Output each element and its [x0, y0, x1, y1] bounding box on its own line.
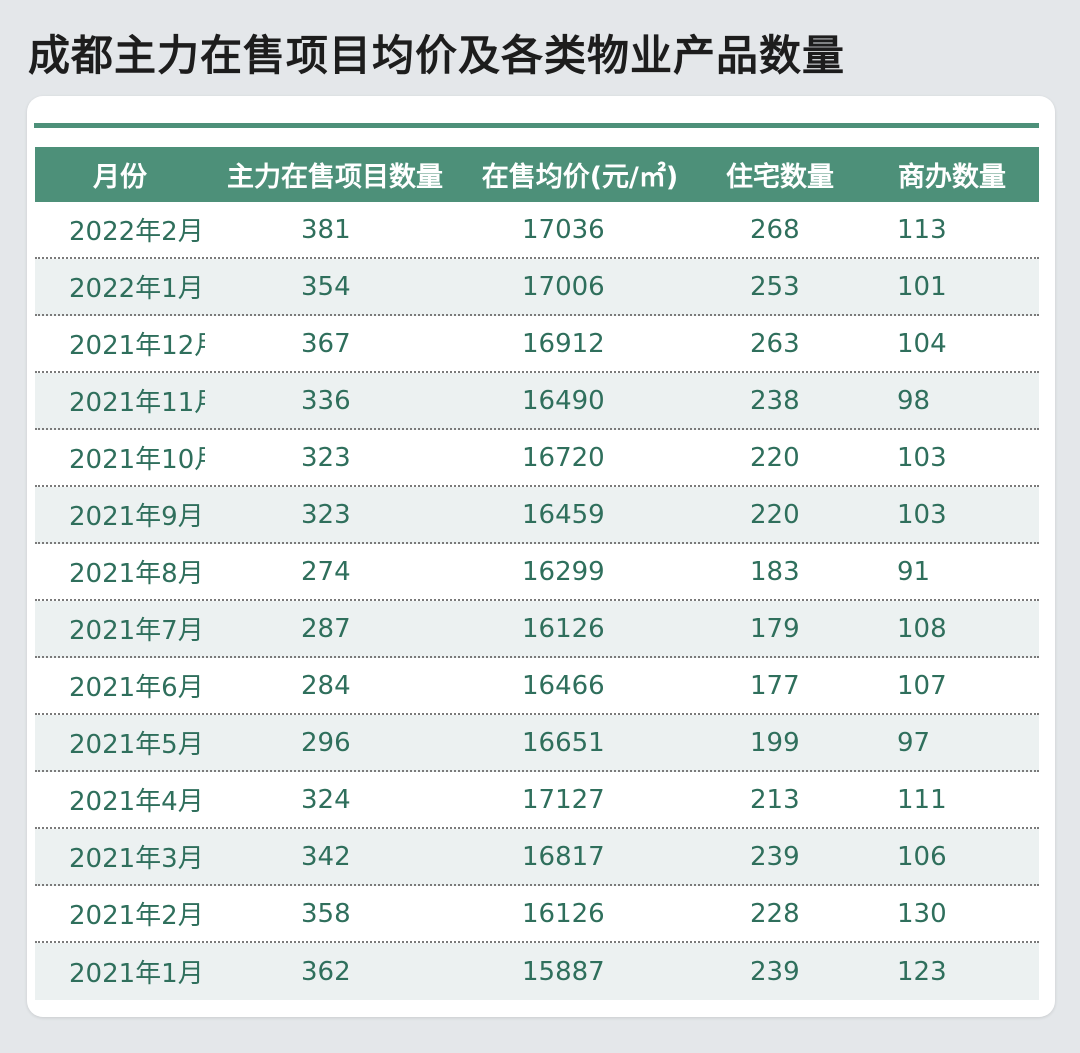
cell-residential-count: 263 [750, 328, 800, 359]
table-row: 2021年6月 284 16466 177 107 [35, 658, 1039, 715]
cell-commercial-count: 111 [897, 784, 947, 815]
cell-main-project-count: 287 [301, 613, 351, 644]
data-table: 月份 主力在售项目数量 在售均价(元/㎡) 住宅数量 商办数量 2022年2月 3… [35, 147, 1039, 1000]
cell-main-project-count: 358 [301, 898, 351, 929]
header-avg-price: 在售均价(元/㎡) [481, 162, 679, 193]
header-residential-count: 住宅数量 [726, 162, 834, 193]
cell-main-project-count: 367 [301, 328, 351, 359]
cell-main-project-count: 284 [301, 670, 351, 701]
cell-commercial-count: 130 [897, 898, 947, 929]
header-month: 月份 [93, 162, 147, 193]
cell-residential-count: 199 [750, 727, 800, 758]
cell-main-project-count: 323 [301, 499, 351, 530]
cell-residential-count: 253 [750, 271, 800, 302]
cell-commercial-count: 104 [897, 328, 947, 359]
table-row: 2022年2月 381 17036 268 113 [35, 202, 1039, 259]
cell-residential-count: 228 [750, 898, 800, 929]
cell-residential-count: 268 [750, 214, 800, 245]
cell-avg-price: 16817 [522, 841, 605, 872]
page-title: 成都主力在售项目均价及各类物业产品数量 [28, 31, 846, 80]
cell-month: 2021年5月 [69, 730, 204, 760]
table-row: 2021年9月 323 16459 220 103 [35, 487, 1039, 544]
cell-commercial-count: 101 [897, 271, 947, 302]
table-card: 月份 主力在售项目数量 在售均价(元/㎡) 住宅数量 商办数量 2022年2月 3… [27, 96, 1055, 1017]
cell-residential-count: 183 [750, 556, 800, 587]
cell-avg-price: 17006 [522, 271, 605, 302]
cell-month: 2021年9月 [69, 502, 204, 532]
cell-commercial-count: 97 [897, 727, 931, 758]
cell-month: 2021年4月 [69, 787, 204, 817]
cell-residential-count: 238 [750, 385, 800, 416]
cell-main-project-count: 362 [301, 956, 351, 987]
divider [34, 123, 1039, 128]
cell-residential-count: 179 [750, 613, 800, 644]
cell-month: 2021年8月 [69, 559, 204, 589]
cell-residential-count: 213 [750, 784, 800, 815]
cell-commercial-count: 107 [897, 670, 947, 701]
cell-main-project-count: 296 [301, 727, 351, 758]
cell-main-project-count: 354 [301, 271, 351, 302]
cell-avg-price: 16299 [522, 556, 605, 587]
cell-avg-price: 16459 [522, 499, 605, 530]
cell-avg-price: 16651 [522, 727, 605, 758]
table-row: 2021年12月 367 16912 263 104 [35, 316, 1039, 373]
cell-avg-price: 17036 [522, 214, 605, 245]
table-row: 2021年1月 362 15887 239 123 [35, 943, 1039, 1000]
cell-month: 2021年1月 [69, 959, 204, 989]
table-row: 2021年3月 342 16817 239 106 [35, 829, 1039, 886]
cell-commercial-count: 103 [897, 499, 947, 530]
table-row: 2021年10月 323 16720 220 103 [35, 430, 1039, 487]
table-row: 2021年8月 274 16299 183 91 [35, 544, 1039, 601]
cell-residential-count: 239 [750, 841, 800, 872]
table-header: 月份 主力在售项目数量 在售均价(元/㎡) 住宅数量 商办数量 [35, 147, 1039, 202]
table-row: 2021年2月 358 16126 228 130 [35, 886, 1039, 943]
cell-avg-price: 16126 [522, 898, 605, 929]
table-row: 2021年11月 336 16490 238 98 [35, 373, 1039, 430]
cell-month: 2022年2月 [69, 217, 204, 247]
cell-avg-price: 16126 [522, 613, 605, 644]
cell-avg-price: 16912 [522, 328, 605, 359]
cell-main-project-count: 342 [301, 841, 351, 872]
table-row: 2021年5月 296 16651 199 97 [35, 715, 1039, 772]
cell-commercial-count: 91 [897, 556, 931, 587]
cell-main-project-count: 323 [301, 442, 351, 473]
cell-residential-count: 239 [750, 956, 800, 987]
cell-month: 2021年12月 [69, 331, 205, 361]
cell-commercial-count: 98 [897, 385, 931, 416]
cell-commercial-count: 103 [897, 442, 947, 473]
cell-month: 2021年2月 [69, 901, 204, 931]
header-main-project-count: 主力在售项目数量 [227, 162, 443, 193]
table-row: 2021年7月 287 16126 179 108 [35, 601, 1039, 658]
table-row: 2022年1月 354 17006 253 101 [35, 259, 1039, 316]
cell-residential-count: 220 [750, 499, 800, 530]
cell-commercial-count: 108 [897, 613, 947, 644]
cell-main-project-count: 336 [301, 385, 351, 416]
cell-avg-price: 16490 [522, 385, 605, 416]
cell-month: 2021年10月 [69, 445, 205, 475]
cell-commercial-count: 123 [897, 956, 947, 987]
cell-month: 2021年3月 [69, 844, 204, 874]
cell-avg-price: 15887 [522, 956, 605, 987]
cell-main-project-count: 381 [301, 214, 351, 245]
cell-commercial-count: 106 [897, 841, 947, 872]
cell-month: 2021年6月 [69, 673, 204, 703]
table-row: 2021年4月 324 17127 213 111 [35, 772, 1039, 829]
cell-residential-count: 177 [750, 670, 800, 701]
cell-avg-price: 16720 [522, 442, 605, 473]
cell-main-project-count: 324 [301, 784, 351, 815]
cell-avg-price: 17127 [522, 784, 605, 815]
cell-commercial-count: 113 [897, 214, 947, 245]
cell-month: 2021年11月 [69, 388, 205, 418]
cell-month: 2022年1月 [69, 274, 204, 304]
header-commercial-count: 商办数量 [898, 162, 1006, 193]
cell-month: 2021年7月 [69, 616, 204, 646]
cell-residential-count: 220 [750, 442, 800, 473]
cell-avg-price: 16466 [522, 670, 605, 701]
cell-main-project-count: 274 [301, 556, 351, 587]
table-body: 2022年2月 381 17036 268 113 2022年1月 354 17006 253 1… [35, 202, 1039, 1000]
